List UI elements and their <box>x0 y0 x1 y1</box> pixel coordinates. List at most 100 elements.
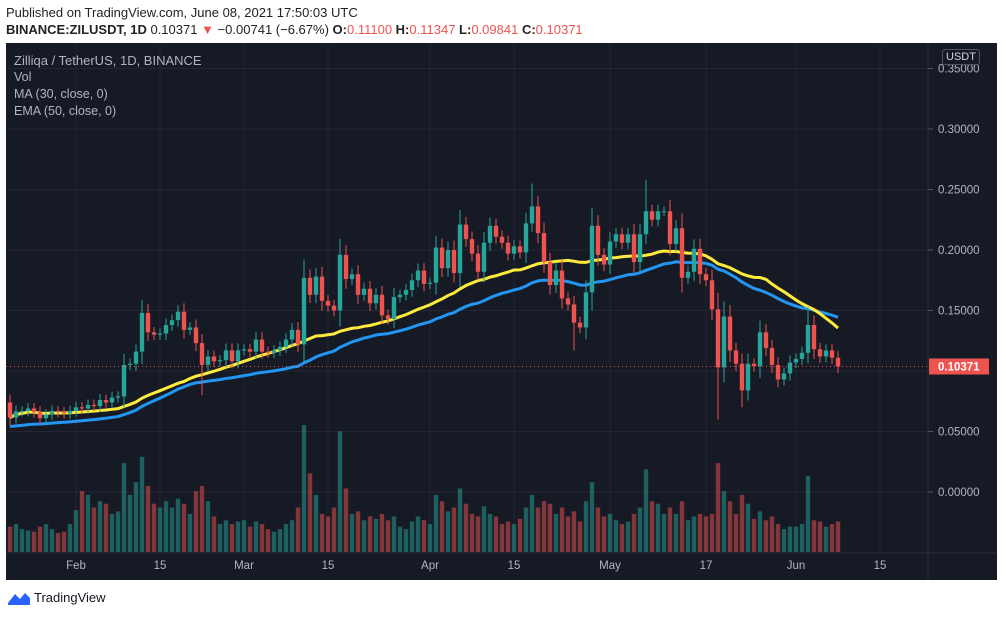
volume-bar <box>229 524 235 552</box>
volume-bar <box>235 521 241 552</box>
volume-bar <box>247 526 253 552</box>
volume-bar <box>529 494 535 552</box>
volume-bar <box>673 513 679 552</box>
candle-body <box>643 211 649 235</box>
volume-bar <box>295 507 301 552</box>
volume-bar <box>583 501 589 552</box>
candle-body <box>271 350 277 353</box>
candle-body <box>265 351 271 353</box>
candle-body <box>799 352 805 359</box>
last-price-label: 0.10371 <box>938 362 980 374</box>
volume-bar <box>421 520 427 552</box>
volume-bar <box>535 507 541 552</box>
chart-panel[interactable]: 0.35000 0.30000 0.25000 0.20000 0.15000 0.050… <box>6 43 997 580</box>
volume-bar <box>103 503 109 552</box>
volume-bar <box>49 529 55 552</box>
price-chart[interactable]: 0.35000 0.30000 0.25000 0.20000 0.15000 0.050… <box>6 43 997 580</box>
candle-body <box>241 349 247 351</box>
volume-bar <box>337 431 343 552</box>
volume-bar <box>409 521 415 552</box>
open-value: 0.11100 <box>346 22 393 37</box>
volume-bar <box>751 518 757 552</box>
footer: TradingView <box>8 590 106 605</box>
candle-body <box>43 414 49 419</box>
candle-body <box>565 298 571 305</box>
volume-bar <box>517 518 523 552</box>
volume-bar <box>823 526 829 552</box>
volume-bar <box>19 529 25 552</box>
candle-body <box>175 311 181 321</box>
y-tick-label: 0.30000 <box>938 124 980 136</box>
volume-bar <box>277 529 283 552</box>
candle-body <box>625 234 631 243</box>
candle-body <box>223 350 229 361</box>
volume-bar <box>79 491 85 552</box>
candle-body <box>463 224 469 240</box>
volume-bar <box>667 507 673 552</box>
candle-body <box>19 410 25 412</box>
volume-bar <box>613 520 619 552</box>
candle-body <box>409 280 415 290</box>
candle-body <box>685 271 691 278</box>
volume-bar <box>703 516 709 552</box>
volume-bar <box>553 513 559 552</box>
volume-bar <box>379 513 385 552</box>
currency-badge[interactable]: USDT <box>942 49 980 65</box>
high-value: 0.11347 <box>409 22 456 37</box>
symbol-line: BINANCE:ZILUSDT, 1D 0.10371 ▼ −0.00741 (… <box>6 22 583 37</box>
candle-body <box>421 270 427 284</box>
candle-body <box>127 363 133 365</box>
y-tick-label: 0.20000 <box>938 245 980 257</box>
candle-body <box>499 236 505 243</box>
candle-body <box>325 300 331 306</box>
volume-bar <box>577 521 583 552</box>
legend-vol: Vol <box>14 70 32 84</box>
volume-bar <box>523 507 529 552</box>
volume-bar <box>403 529 409 552</box>
volume-bar <box>763 520 769 552</box>
last-price: 0.10371 <box>150 22 198 37</box>
candle-body <box>301 277 307 345</box>
candle-body <box>517 246 523 253</box>
candle-body <box>193 327 199 344</box>
candle-body <box>817 349 823 357</box>
volume-bar <box>391 516 397 552</box>
volume-bar <box>415 516 421 552</box>
candle-body <box>733 350 739 364</box>
volume-bar <box>643 469 649 552</box>
candle-body <box>505 242 511 254</box>
volume-bar <box>691 516 697 552</box>
candle-body <box>829 350 835 358</box>
candle-body <box>37 412 43 419</box>
candle-body <box>661 211 667 213</box>
volume-bar <box>61 531 67 552</box>
volume-bar <box>685 520 691 552</box>
candle-body <box>367 288 373 304</box>
legend-ema: EMA (50, close, 0) <box>14 104 117 118</box>
candle-body <box>559 270 565 299</box>
volume-bar <box>571 511 577 552</box>
candle-body <box>553 270 559 286</box>
candle-body <box>379 294 385 316</box>
volume-bar <box>109 513 115 552</box>
volume-bar <box>655 503 661 552</box>
candle-body <box>595 225 601 255</box>
close-value: 0.10371 <box>535 22 583 37</box>
volume-bar <box>91 507 97 552</box>
volume-bar <box>313 494 319 552</box>
last-price-badge <box>929 358 989 375</box>
volume-bar <box>439 501 445 552</box>
candle-body <box>343 254 349 280</box>
candle-body <box>205 356 211 365</box>
candle-body <box>679 228 685 278</box>
volume-bar <box>547 503 553 552</box>
x-tick-label: 15 <box>322 560 335 572</box>
volume-bar <box>649 501 655 552</box>
candle-body <box>139 312 145 352</box>
volume-bar <box>817 521 823 552</box>
volume-bar <box>637 507 643 552</box>
y-tick-label: 0.15000 <box>938 306 980 318</box>
low-label: L: <box>459 22 472 37</box>
candle-body <box>805 325 811 353</box>
candle-body <box>631 234 637 263</box>
